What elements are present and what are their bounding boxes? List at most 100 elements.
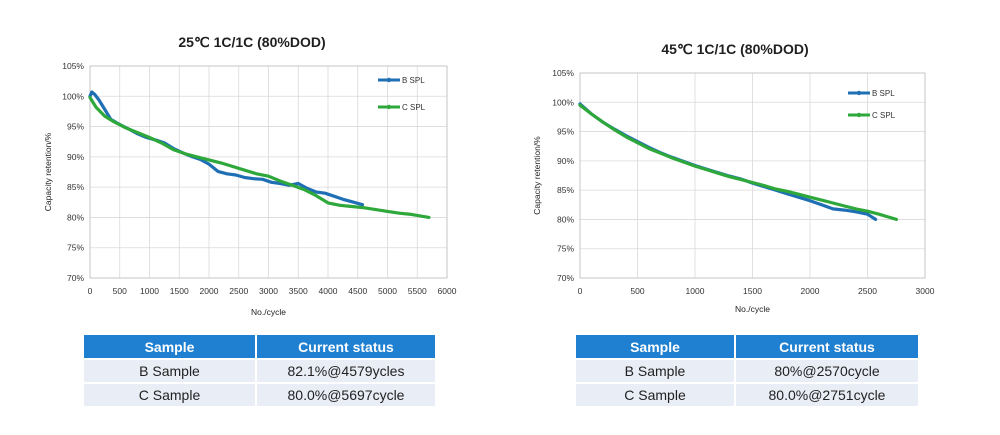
data-point — [225, 172, 229, 176]
status-table-25c: Sample Current status B Sample 82.1%@457… — [82, 333, 437, 408]
sample-cell: B Sample — [576, 360, 734, 382]
data-point — [670, 156, 674, 160]
data-point — [207, 162, 211, 166]
data-point — [261, 178, 264, 181]
x-tick-label: 1000 — [140, 286, 159, 296]
column-header-status: Current status — [736, 335, 918, 358]
data-point — [88, 96, 92, 99]
x-tick-label: 1500 — [743, 286, 762, 296]
data-point — [705, 168, 708, 171]
data-point — [410, 213, 413, 216]
data-point — [877, 212, 881, 216]
data-point — [427, 216, 431, 219]
legend-label: B SPL — [872, 89, 895, 98]
data-point — [103, 115, 107, 118]
data-point — [693, 164, 697, 168]
data-point — [231, 165, 235, 168]
data-point — [785, 190, 789, 193]
data-point — [647, 147, 651, 150]
data-point — [843, 204, 846, 208]
data-point — [831, 201, 835, 205]
data-point — [341, 198, 345, 201]
data-point — [762, 184, 766, 187]
data-point — [374, 208, 377, 211]
data-point — [831, 207, 835, 211]
data-point — [255, 172, 258, 176]
x-tick-label: 0 — [88, 286, 93, 296]
data-point — [386, 210, 389, 213]
data-point — [866, 209, 869, 213]
x-tick-label: 3000 — [259, 286, 278, 296]
data-point — [751, 181, 754, 184]
y-tick-label: 100% — [62, 91, 84, 101]
status-cell: 80.0%@2751cycle — [736, 384, 918, 406]
data-point — [895, 218, 898, 221]
x-tick-label: 4000 — [319, 286, 338, 296]
series-line-c-spl — [88, 95, 431, 219]
x-tick-label: 1000 — [686, 286, 705, 296]
data-point — [172, 148, 175, 151]
data-point — [797, 192, 800, 196]
data-point — [659, 151, 662, 155]
y-axis-label: Capacity retention/% — [43, 132, 53, 211]
capacity-chart-25c: 0 500 1000 1500 2000 2500 3000 3500 4000 4500 5000… — [43, 34, 457, 317]
table-row: B Sample 80%@2570cycle — [576, 360, 918, 382]
data-point — [94, 105, 98, 109]
data-point — [682, 160, 685, 164]
sample-cell: B Sample — [84, 360, 255, 382]
status-cell: 82.1%@4579ycles — [257, 360, 435, 382]
x-tick-label: 2000 — [200, 286, 219, 296]
data-point — [808, 195, 812, 199]
data-point — [136, 131, 139, 134]
data-point — [590, 112, 593, 116]
data-point — [314, 190, 318, 194]
legend-label: C SPL — [402, 103, 426, 112]
y-tick-label: 105% — [62, 61, 84, 71]
data-point — [323, 191, 327, 195]
table-row: C Sample 80.0%@2751cycle — [576, 384, 918, 406]
legend-marker — [856, 90, 862, 96]
data-point — [350, 200, 354, 203]
data-point — [112, 120, 116, 123]
data-point — [874, 218, 877, 221]
table-row: C Sample 80.0%@5697cycle — [84, 384, 435, 406]
data-point — [578, 103, 582, 107]
data-point — [739, 178, 743, 181]
y-tick-label: 80% — [67, 212, 84, 222]
data-point — [90, 90, 94, 94]
data-point — [808, 199, 812, 202]
y-tick-label: 95% — [557, 127, 574, 137]
column-header-sample: Sample — [576, 335, 734, 358]
x-tick-label: 500 — [630, 286, 644, 296]
column-header-sample: Sample — [84, 335, 255, 358]
data-point — [624, 135, 628, 139]
data-point — [270, 181, 273, 184]
plot-area — [89, 65, 448, 279]
data-point — [716, 171, 720, 175]
x-tick-label: 5500 — [408, 286, 427, 296]
y-tick-label: 90% — [67, 152, 84, 162]
x-tick-label: 4500 — [348, 286, 367, 296]
y-tick-label: 95% — [67, 122, 84, 132]
y-tick-label: 75% — [557, 244, 574, 254]
data-point — [398, 211, 401, 215]
y-tick-label: 70% — [557, 273, 574, 283]
data-point — [820, 198, 823, 202]
legend-label: B SPL — [402, 76, 425, 85]
data-point — [332, 194, 336, 198]
plot-area — [579, 72, 926, 279]
data-point — [728, 175, 731, 178]
data-point — [97, 98, 101, 102]
data-point — [326, 201, 330, 205]
y-tick-label: 105% — [552, 68, 574, 78]
legend-marker — [386, 104, 392, 110]
column-header-status: Current status — [257, 335, 435, 358]
data-point — [350, 205, 354, 208]
sample-cell: C Sample — [576, 384, 734, 406]
table-row: B Sample 82.1%@4579ycles — [84, 360, 435, 382]
capacity-chart-45c: 0 500 1000 1500 2000 2500 3000 70% 75% 80% 85% 90% 9… — [532, 41, 935, 314]
legend-label: C SPL — [872, 111, 896, 120]
data-point — [267, 174, 270, 178]
chart-title: 25℃ 1C/1C (80%DOD) — [178, 34, 325, 50]
data-point — [601, 120, 605, 124]
